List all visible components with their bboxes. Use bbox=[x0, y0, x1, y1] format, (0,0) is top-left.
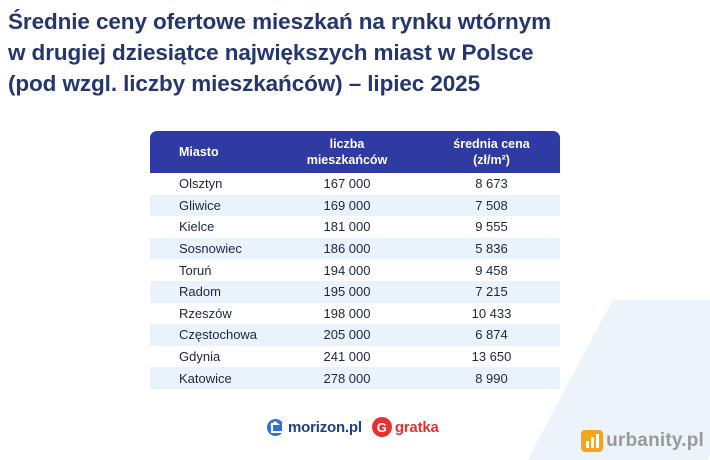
cell-city: Kielce bbox=[179, 219, 215, 235]
cell-price: 10 433 bbox=[471, 305, 512, 321]
cell-city: Radom bbox=[179, 284, 221, 300]
cell-population: 198 000 bbox=[323, 305, 371, 321]
urbanity-watermark: urbanity.pl bbox=[581, 430, 704, 452]
cell-price: 9 555 bbox=[475, 219, 508, 235]
morizon-text: morizon.pl bbox=[288, 418, 362, 436]
title-line-3: (pod wzgl. liczby mieszkańców) – lipiec … bbox=[8, 71, 481, 96]
cell-price: 7 215 bbox=[475, 284, 508, 300]
table-row: Sosnowiec 186 000 5 836 bbox=[150, 237, 560, 260]
cell-city: Toruń bbox=[179, 262, 212, 278]
partner-logos: morizon.pl G gratka bbox=[267, 412, 439, 442]
table-row: Rzeszów 198 000 10 433 bbox=[150, 303, 560, 325]
header-population: liczba mieszkańców bbox=[306, 137, 388, 167]
cell-city: Rzeszów bbox=[179, 305, 232, 321]
table-row: Olsztyn 167 000 8 673 bbox=[150, 173, 560, 195]
table-row: Gliwice 169 000 7 508 bbox=[150, 194, 560, 217]
table-header: Miasto liczba mieszkańców średnia cena (… bbox=[150, 131, 560, 173]
cell-population: 195 000 bbox=[323, 284, 371, 300]
house-icon bbox=[267, 418, 284, 436]
cell-price: 13 650 bbox=[471, 349, 512, 365]
cell-population: 169 000 bbox=[323, 197, 371, 213]
cell-city: Sosnowiec bbox=[179, 241, 242, 257]
cell-city: Olsztyn bbox=[179, 176, 223, 192]
table-row: Częstochowa 205 000 6 874 bbox=[150, 324, 560, 346]
cell-city: Katowice bbox=[179, 370, 232, 386]
cell-city: Gliwice bbox=[179, 197, 221, 213]
gratka-logo: G gratka bbox=[371, 417, 439, 437]
cell-population: 194 000 bbox=[323, 262, 371, 278]
gratka-g-icon: G bbox=[371, 417, 392, 437]
title-line-2: w drugiej dziesiątce największych miast … bbox=[8, 40, 534, 65]
header-price: średnia cena (zł/m²) bbox=[453, 137, 530, 167]
cell-population: 205 000 bbox=[323, 327, 371, 343]
cell-population: 167 000 bbox=[323, 176, 371, 192]
header-city: Miasto bbox=[179, 145, 219, 159]
cell-price: 9 458 bbox=[475, 262, 508, 278]
cell-price: 5 836 bbox=[475, 241, 508, 257]
cell-population: 181 000 bbox=[323, 219, 371, 235]
cell-city: Gdynia bbox=[179, 349, 221, 365]
title-line-1: Średnie ceny ofertowe mieszkań na rynku … bbox=[8, 9, 551, 34]
cell-price: 8 990 bbox=[475, 370, 508, 386]
bar-chart-icon bbox=[581, 430, 604, 452]
morizon-logo: morizon.pl bbox=[267, 418, 362, 436]
cell-price: 8 673 bbox=[475, 176, 508, 192]
cell-price: 7 508 bbox=[475, 197, 508, 213]
cell-population: 186 000 bbox=[323, 241, 371, 257]
cell-city: Częstochowa bbox=[179, 327, 258, 343]
cell-price: 6 874 bbox=[475, 327, 508, 343]
table-body: Olsztyn 167 000 8 673 Gliwice 169 000 7 508 Ki… bbox=[150, 173, 560, 389]
gratka-text: gratka bbox=[394, 418, 439, 436]
chart-title: Średnie ceny ofertowe mieszkań na rynku … bbox=[8, 6, 708, 99]
urbanity-text: urbanity.pl bbox=[606, 430, 704, 451]
table-row: Toruń 194 000 9 458 bbox=[150, 259, 560, 281]
table-row: Katowice 278 000 8 990 bbox=[150, 367, 560, 389]
price-table: Miasto liczba mieszkańców średnia cena (… bbox=[150, 131, 560, 389]
table-row: Kielce 181 000 9 555 bbox=[150, 216, 560, 238]
cell-population: 278 000 bbox=[323, 370, 371, 386]
table-row: Radom 195 000 7 215 bbox=[150, 280, 560, 303]
table-row: Gdynia 241 000 13 650 bbox=[150, 346, 560, 368]
cell-population: 241 000 bbox=[323, 349, 371, 365]
